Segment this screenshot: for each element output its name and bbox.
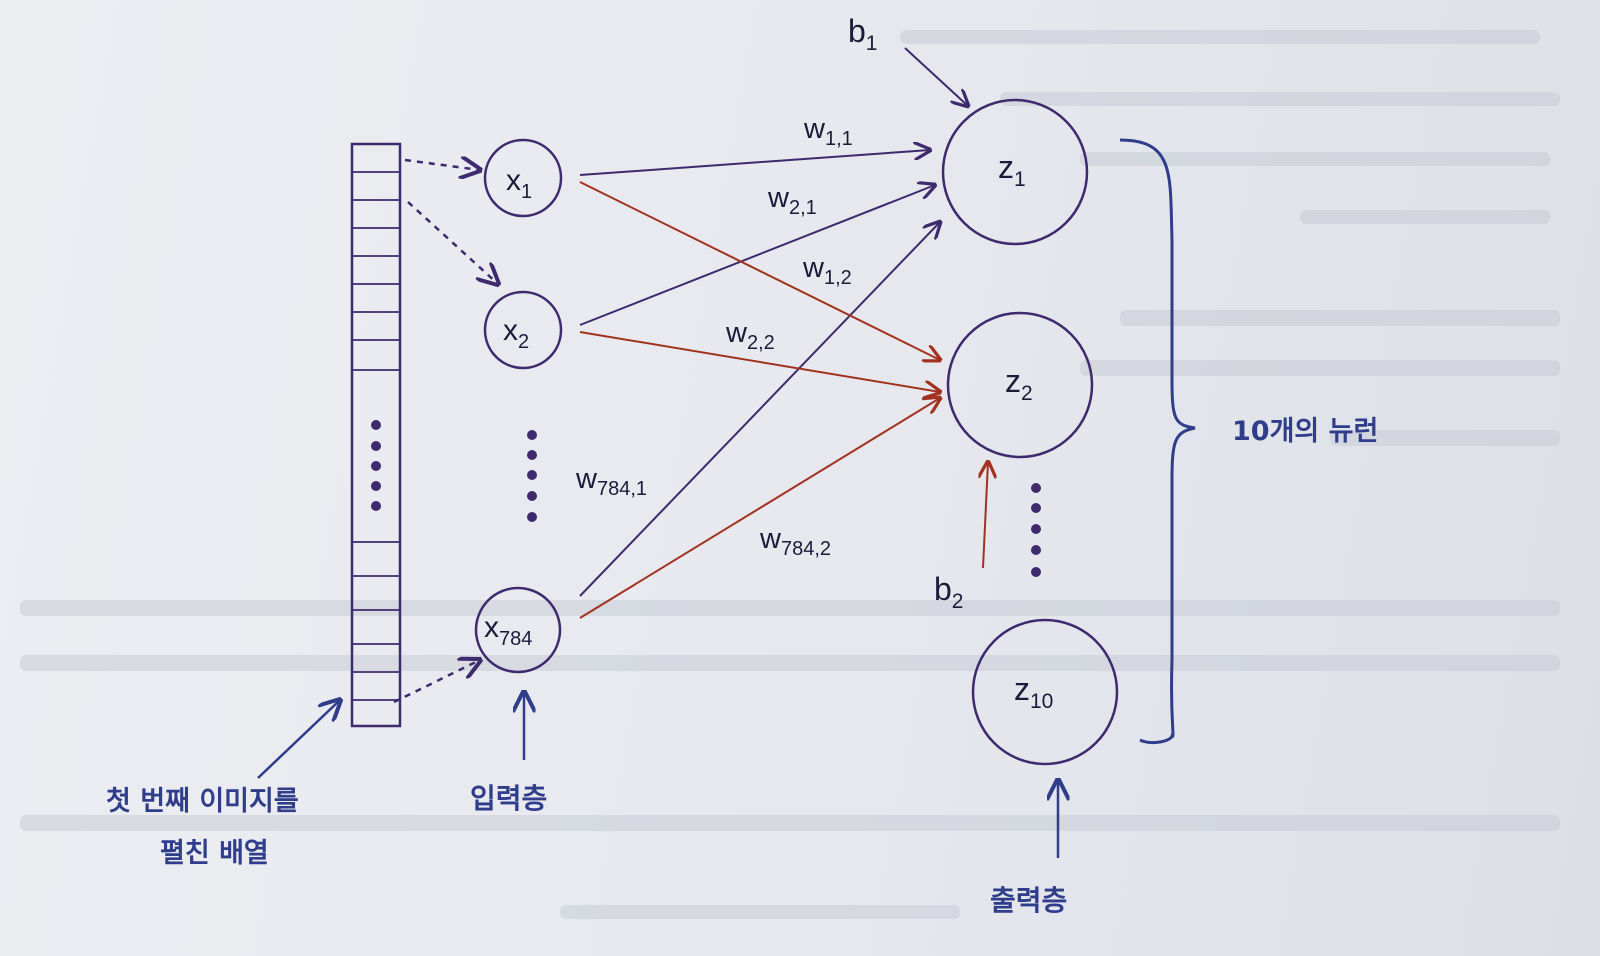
array-label-line2: 펼친 배열 [160,838,269,869]
edge-x784-z1 [579,222,940,597]
label-w-784-2: w784,2 [759,523,831,560]
edge-x784-z2 [579,398,940,619]
label-x1: x1 [506,164,532,203]
array-to-input-arrows [393,160,498,704]
label-x2: x2 [503,314,529,353]
output-neuron-z2 [946,311,1094,459]
array-cell-dividers [352,171,400,701]
label-z2: z2 [1005,363,1033,405]
label-b2: b2 [934,571,963,613]
input-neuron-x2 [483,290,563,370]
output-layer-label: 출력층 [990,884,1067,917]
label-w-2-2: w2,2 [725,317,775,354]
output-neuron-z1 [941,98,1089,246]
neuron-group-brace [1119,138,1196,745]
output-neuron-z10 [971,618,1119,766]
label-z1: z1 [998,149,1026,191]
label-w-784-1: w784,1 [575,463,647,500]
label-w-1-1: w1,1 [803,113,853,150]
array-label-line1: 첫 번째 이미지를 [106,786,299,817]
output-ellipsis-dots [1031,483,1041,577]
input-ellipsis-dots [527,430,537,522]
dashed-arrow-x2 [407,201,498,284]
bias-b1-arrow [904,47,968,106]
dashed-arrow-x1 [404,160,480,170]
label-b1: b1 [848,13,877,55]
input-neuron-x784 [474,586,562,674]
edge-x1-z2 [579,181,940,360]
weight-connections [579,150,940,619]
output-neurons [941,98,1119,766]
label-w-2-1: w2,1 [767,182,817,219]
bias-b2-arrow [983,462,988,569]
neuron-count-label: 10개의 뉴런 [1232,416,1378,447]
input-neurons [474,138,563,674]
array-ellipsis-dots [371,420,381,511]
label-w-1-2: w1,2 [802,252,852,289]
label-x784: x784 [484,611,532,650]
edge-x2-z2 [579,331,940,392]
array-label-arrow [257,700,340,779]
label-z10: z10 [1014,671,1053,713]
edge-x1-z1 [579,150,930,176]
array-outline [350,142,402,728]
edge-x2-z1 [579,185,935,326]
input-layer-label: 입력층 [470,782,547,815]
input-neuron-x1 [483,138,563,218]
flattened-image-array [350,142,402,728]
dashed-arrow-x784 [393,660,480,704]
